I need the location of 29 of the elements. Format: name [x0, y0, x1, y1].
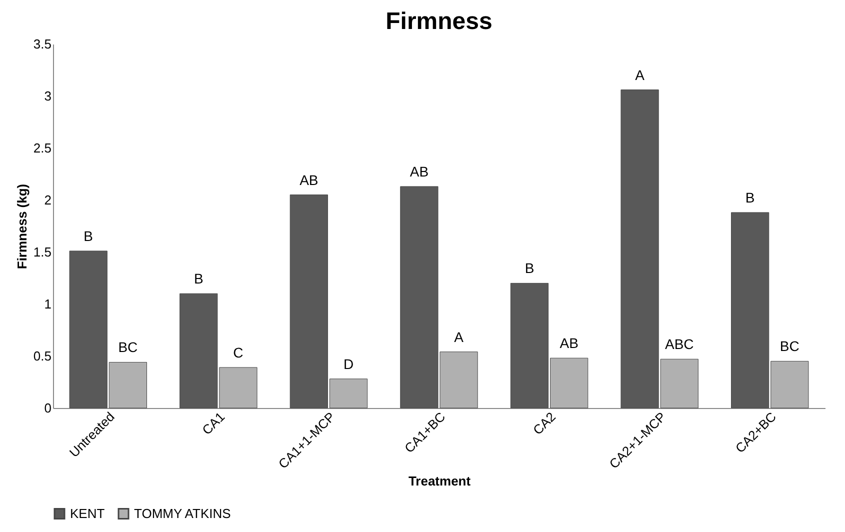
y-tick-label: 1	[44, 296, 52, 312]
y-tick-label: 3	[44, 88, 52, 104]
x-tick-label: CA2	[530, 409, 558, 438]
data-label: A	[454, 328, 464, 345]
data-label: BC	[118, 339, 138, 356]
data-label: B	[194, 270, 204, 287]
y-tick-label: 0.5	[33, 348, 52, 364]
y-tick-label: 3.5	[33, 36, 52, 52]
y-tick-label: 2	[44, 192, 52, 208]
legend-label: TOMMY ATKINS	[134, 506, 232, 521]
y-axis-title: Firmness (kg)	[14, 184, 30, 270]
x-tick-label: CA1	[199, 409, 228, 438]
data-label: C	[233, 344, 244, 360]
legend-label: KENT	[70, 506, 105, 521]
data-label: A	[635, 66, 646, 83]
y-tick-label: 1.5	[33, 244, 52, 260]
data-label: B	[524, 260, 534, 276]
data-label: D	[343, 356, 354, 372]
data-label: AB	[410, 163, 429, 180]
data-label: BC	[780, 338, 800, 354]
y-tick-label: 0	[44, 400, 52, 416]
data-label: B	[745, 189, 755, 206]
data-label: ABC	[664, 336, 694, 352]
data-label: AB	[300, 172, 318, 188]
data-label: B	[84, 228, 94, 244]
x-axis-title: Treatment	[408, 474, 472, 489]
y-tick-label: 2.5	[33, 140, 52, 156]
chart-title: Firmness	[386, 8, 492, 35]
data-label: AB	[560, 335, 578, 352]
